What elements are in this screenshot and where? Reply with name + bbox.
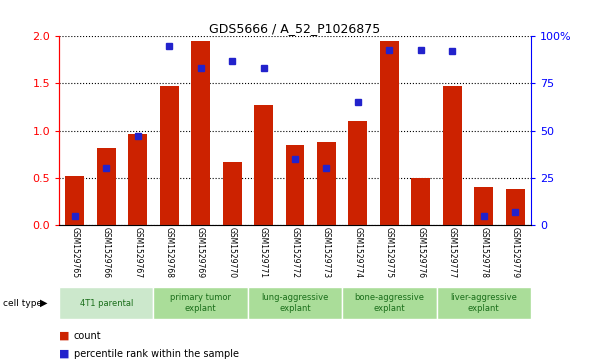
- Text: GSM1529775: GSM1529775: [385, 227, 394, 278]
- Bar: [153, 287, 248, 319]
- Text: cell type: cell type: [3, 299, 42, 307]
- Text: GSM1529770: GSM1529770: [228, 227, 237, 278]
- Text: GSM1529774: GSM1529774: [353, 227, 362, 278]
- Bar: [59, 287, 153, 319]
- Text: GSM1529773: GSM1529773: [322, 227, 331, 278]
- Bar: [97, 148, 116, 225]
- Text: GSM1529777: GSM1529777: [448, 227, 457, 278]
- Bar: [286, 145, 304, 225]
- Text: ■: ■: [59, 331, 70, 341]
- Text: ▶: ▶: [40, 298, 48, 308]
- Bar: [128, 134, 147, 225]
- Text: GSM1529772: GSM1529772: [290, 227, 300, 278]
- Bar: [380, 41, 399, 225]
- Text: GSM1529779: GSM1529779: [511, 227, 520, 278]
- Text: liver-aggressive
explant: liver-aggressive explant: [450, 293, 517, 313]
- Bar: [411, 178, 430, 225]
- Text: GSM1529769: GSM1529769: [196, 227, 205, 278]
- Bar: [191, 41, 210, 225]
- Bar: [349, 121, 368, 225]
- Text: GSM1529765: GSM1529765: [70, 227, 79, 278]
- Text: ■: ■: [59, 349, 70, 359]
- Text: GSM1529767: GSM1529767: [133, 227, 142, 278]
- Bar: [437, 287, 531, 319]
- Text: count: count: [74, 331, 101, 341]
- Text: bone-aggressive
explant: bone-aggressive explant: [355, 293, 424, 313]
- Bar: [317, 142, 336, 225]
- Text: GSM1529768: GSM1529768: [165, 227, 173, 278]
- Bar: [342, 287, 437, 319]
- Bar: [474, 187, 493, 225]
- Bar: [506, 189, 525, 225]
- Text: GSM1529776: GSM1529776: [417, 227, 425, 278]
- Bar: [65, 176, 84, 225]
- Bar: [254, 105, 273, 225]
- Title: GDS5666 / A_52_P1026875: GDS5666 / A_52_P1026875: [209, 22, 381, 35]
- Bar: [222, 162, 241, 225]
- Text: primary tumor
explant: primary tumor explant: [170, 293, 231, 313]
- Text: percentile rank within the sample: percentile rank within the sample: [74, 349, 239, 359]
- Text: GSM1529778: GSM1529778: [479, 227, 489, 278]
- Bar: [443, 86, 462, 225]
- Text: lung-aggressive
explant: lung-aggressive explant: [261, 293, 329, 313]
- Bar: [248, 287, 342, 319]
- Text: GSM1529771: GSM1529771: [259, 227, 268, 278]
- Text: 4T1 parental: 4T1 parental: [80, 299, 133, 307]
- Bar: [160, 86, 179, 225]
- Text: GSM1529766: GSM1529766: [101, 227, 111, 278]
